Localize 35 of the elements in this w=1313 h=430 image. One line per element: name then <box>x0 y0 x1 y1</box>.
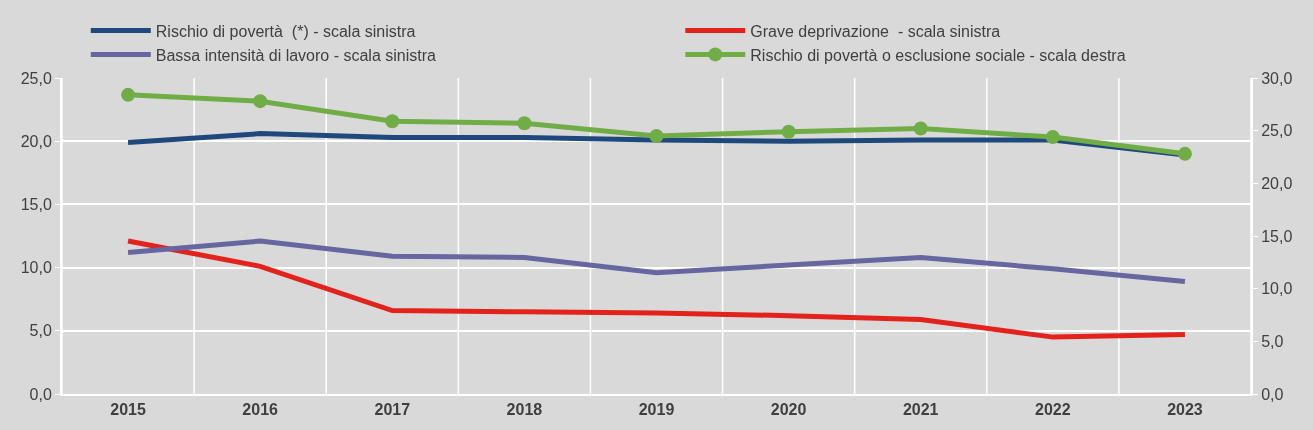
y-tick-label: 15,0 <box>20 196 52 213</box>
point <box>913 121 928 136</box>
legend-label: Rischio di povertà (*) - scala sinistra <box>155 22 416 40</box>
x-tick-label: 2017 <box>374 401 411 419</box>
x-tick-label: 2021 <box>902 401 939 419</box>
x-tick-label: 2019 <box>638 401 675 419</box>
legend-label: Grave deprivazione - scala sinistra <box>750 22 1001 40</box>
y2-tick-label: 0,0 <box>1261 385 1284 403</box>
legend-label: Rischio di povertà o esclusione sociale - scala destra <box>750 46 1126 64</box>
x-tick-label: 2016 <box>242 401 279 419</box>
y2-tick-label: 30,0 <box>1261 69 1293 87</box>
point <box>253 94 268 109</box>
y2-tick-label: 5,0 <box>1261 332 1284 350</box>
x-tick-label: 2020 <box>770 401 807 419</box>
point <box>1045 129 1060 144</box>
point <box>649 128 664 143</box>
y-tick-label: 20,0 <box>20 132 52 150</box>
y2-tick-label: 15,0 <box>1261 227 1293 245</box>
y2-tick-label: 20,0 <box>1261 174 1293 192</box>
x-tick-label: 2022 <box>1035 401 1071 419</box>
x-tick-label: 2015 <box>110 401 146 419</box>
y-tick-label: 10,0 <box>20 259 52 277</box>
point <box>385 114 400 129</box>
point <box>517 116 532 131</box>
point <box>781 124 796 139</box>
point <box>121 87 136 102</box>
y2-tick-label: 10,0 <box>1261 280 1293 298</box>
x-tick-label: 2023 <box>1167 401 1203 419</box>
y2-tick-label: 25,0 <box>1261 122 1293 140</box>
y-tick-label: 25,0 <box>20 69 52 87</box>
y-tick-label: 5,0 <box>29 322 52 340</box>
legend-label: Bassa intensità di lavoro - scala sinistra <box>155 46 437 64</box>
x-tick-label: 2018 <box>506 401 543 419</box>
point <box>1177 146 1192 161</box>
y-tick-label: 0,0 <box>29 385 52 403</box>
